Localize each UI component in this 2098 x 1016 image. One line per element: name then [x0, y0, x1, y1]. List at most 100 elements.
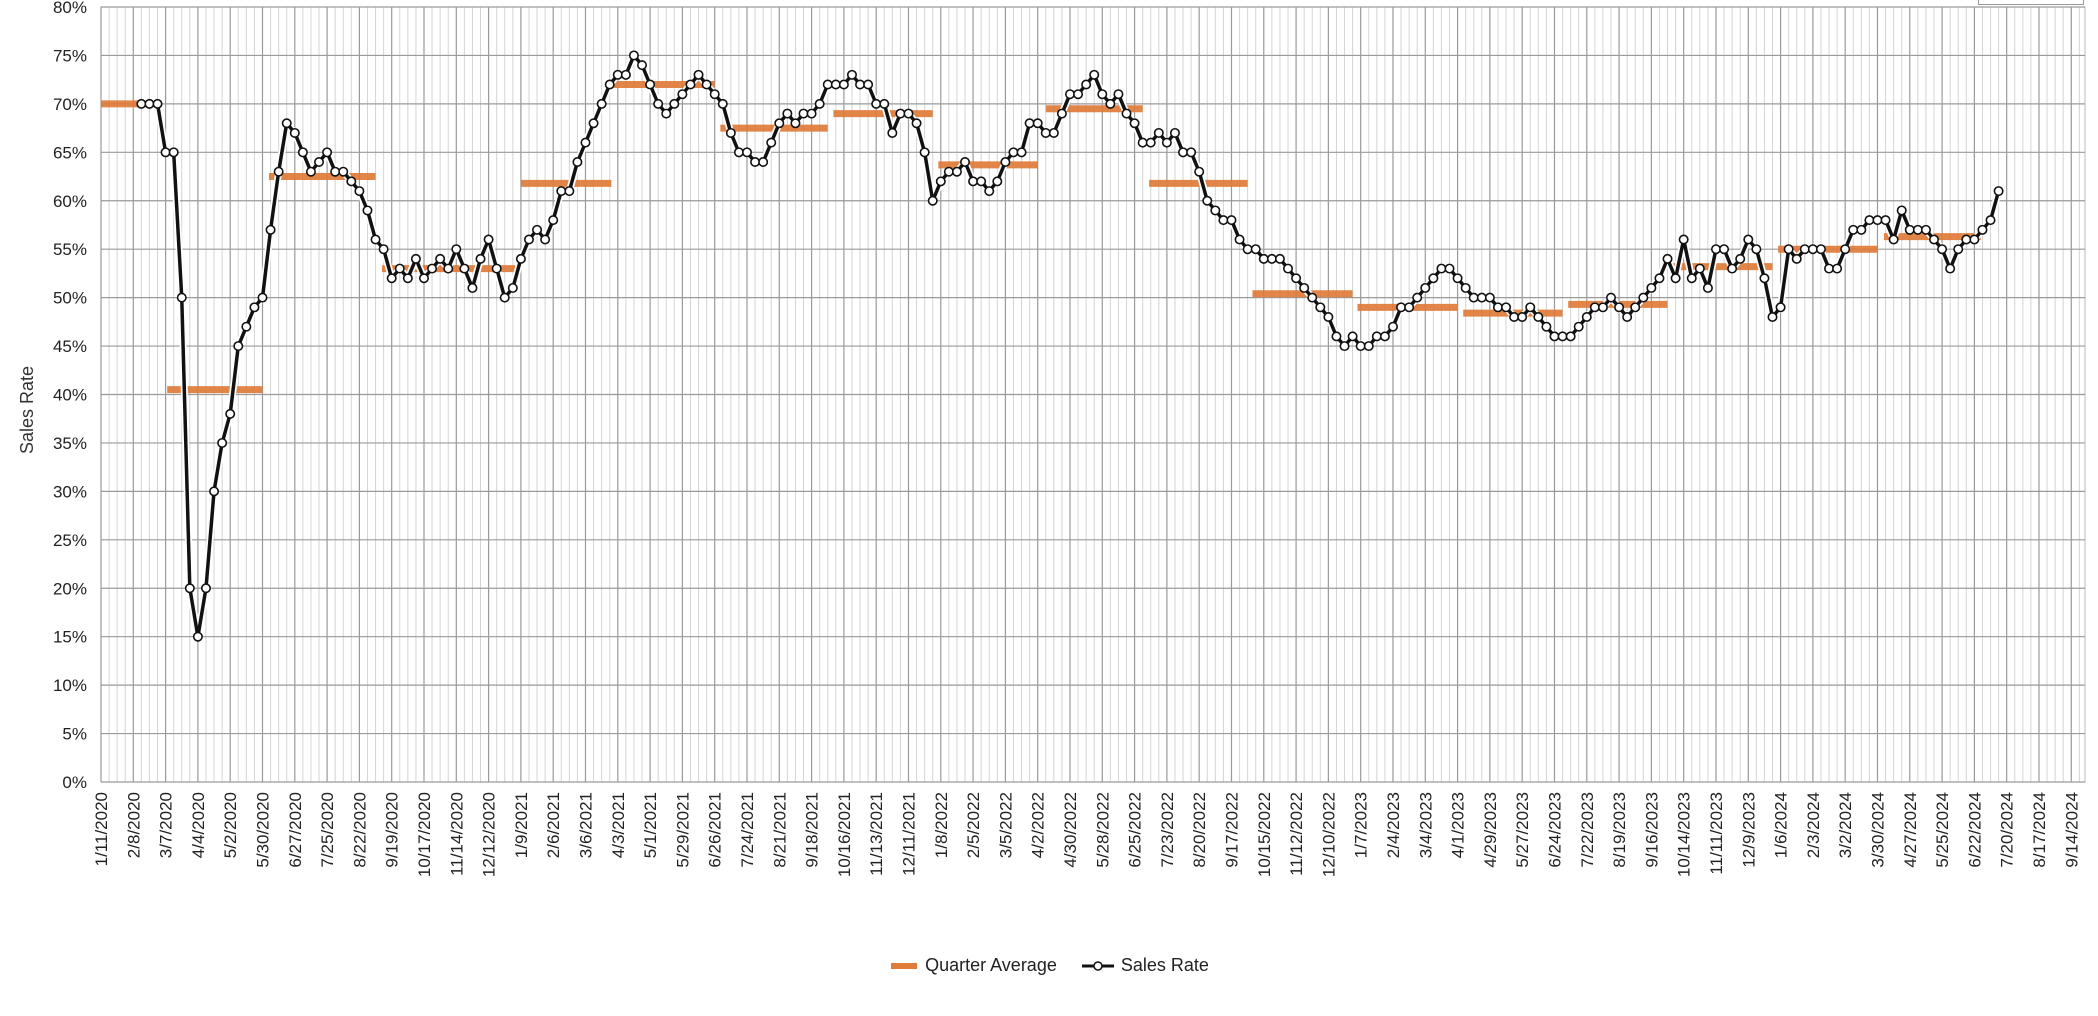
sales-rate-point [1589, 302, 1600, 313]
x-tick-label: 7/24/2021 [738, 792, 757, 868]
legend-label-quarter-average: Quarter Average [925, 955, 1057, 975]
sales-rate-point [532, 224, 543, 235]
x-tick-label: 8/19/2023 [1610, 792, 1629, 868]
y-tick-label: 20% [53, 579, 87, 598]
grid [100, 6, 2086, 783]
sales-rate-point [1735, 253, 1746, 264]
sales-rate-point [540, 234, 551, 245]
sales-rate-point [548, 215, 559, 226]
x-tick-label: 6/22/2024 [1965, 792, 1984, 868]
sales-rate-point [1606, 292, 1617, 303]
sales-rate-point [685, 79, 696, 90]
sales-rate-point [1573, 321, 1584, 332]
sales-rate-point [1751, 244, 1762, 255]
x-tick-label: 4/29/2023 [1481, 792, 1500, 868]
x-tick-label: 7/25/2020 [318, 792, 337, 868]
sales-rate-point [273, 166, 284, 177]
y-tick-label: 50% [53, 289, 87, 308]
y-tick-label: 55% [53, 240, 87, 259]
sales-rate-point [758, 157, 769, 168]
sales-rate-point [1985, 215, 1996, 226]
sales-rate-point [1953, 244, 1964, 255]
sales-rate-point [225, 408, 236, 419]
sales-rate-point [265, 224, 276, 235]
sales-rate-point [814, 98, 825, 109]
sales-rate-point [305, 166, 316, 177]
sales-rate-point [1670, 273, 1681, 284]
sales-rate-point [1000, 157, 1011, 168]
y-tick-label: 35% [53, 434, 87, 453]
sales-rate-point [1678, 234, 1689, 245]
sales-rate-point [483, 234, 494, 245]
sales-rate-point [168, 147, 179, 158]
sales-rate-point [1622, 311, 1633, 322]
sales-rate-point [435, 253, 446, 264]
sales-rate-point [354, 186, 365, 197]
sales-rate-point [1501, 302, 1512, 313]
y-tick-label: 80% [53, 0, 87, 17]
x-tick-label: 9/16/2023 [1642, 792, 1661, 868]
sales-rate-point [693, 69, 704, 80]
sales-rate-point [1775, 302, 1786, 313]
sales-rate-point [798, 108, 809, 119]
sales-rate-point [1710, 244, 1721, 255]
sales-rate-point [1912, 224, 1923, 235]
sales-rate-point [725, 127, 736, 138]
sales-rate-point [1226, 215, 1237, 226]
sales-rate-point [855, 79, 866, 90]
sales-rate-point [992, 176, 1003, 187]
sales-rate-point [1977, 224, 1988, 235]
sales-rate-point [1638, 292, 1649, 303]
sales-rate-point [653, 98, 664, 109]
sales-rate-point [1791, 253, 1802, 264]
x-tick-label: 10/14/2023 [1675, 792, 1694, 877]
x-tick-label: 10/15/2022 [1255, 792, 1274, 877]
sales-rate-point [1073, 89, 1084, 100]
sales-rate-point [192, 631, 203, 642]
x-tick-label: 10/17/2020 [415, 792, 434, 877]
sales-rate-point [1993, 186, 2004, 197]
sales-rate-point [1654, 273, 1665, 284]
sales-rate-point [1291, 273, 1302, 284]
legend-item-quarter-average: Quarter Average [889, 955, 1057, 976]
x-tick-label: 11/13/2021 [867, 792, 886, 876]
sales-rate-point [1234, 234, 1245, 245]
sales-rate-point [879, 98, 890, 109]
sales-rate-point [580, 137, 591, 148]
sales-rate-point [1428, 273, 1439, 284]
sales-rate-point [1533, 311, 1544, 322]
sales-rate-point [1016, 147, 1027, 158]
y-tick-label: 75% [53, 46, 87, 65]
x-tick-label: 5/27/2023 [1513, 792, 1532, 868]
sales-rate-point [1864, 215, 1875, 226]
sales-rate-point [1307, 292, 1318, 303]
x-tick-label: 3/5/2022 [996, 792, 1015, 858]
sales-rate-point [1452, 273, 1463, 284]
y-tick-label: 0% [62, 773, 87, 792]
sales-rate-point [830, 79, 841, 90]
sales-rate-point [1331, 331, 1342, 342]
sales-rate-point [281, 118, 292, 129]
x-tick-label: 4/2/2022 [1029, 792, 1048, 858]
sales-rate-point [741, 147, 752, 158]
sales-rate-point [136, 98, 147, 109]
sales-rate-point [782, 108, 793, 119]
sales-rate-point [701, 79, 712, 90]
x-tick-label: 5/25/2024 [1933, 792, 1952, 868]
x-tick-label: 7/23/2022 [1158, 792, 1177, 868]
sales-rate-point [1299, 282, 1310, 293]
x-tick-label: 2/4/2023 [1384, 792, 1403, 858]
sales-rate-point [386, 273, 397, 284]
sales-rate-point [330, 166, 341, 177]
sales-rate-point [1258, 253, 1269, 264]
sales-rate-point [176, 292, 187, 303]
x-tick-label: 12/9/2023 [1739, 792, 1758, 868]
sales-rate-point [903, 108, 914, 119]
sales-rate-point [1178, 147, 1189, 158]
sales-rate-point [1686, 273, 1697, 284]
x-tick-label: 7/22/2023 [1578, 792, 1597, 868]
y-tick-label: 15% [53, 628, 87, 647]
sales-rate-point [1549, 331, 1560, 342]
sales-rate-point [637, 60, 648, 71]
sales-rate-point [515, 253, 526, 264]
